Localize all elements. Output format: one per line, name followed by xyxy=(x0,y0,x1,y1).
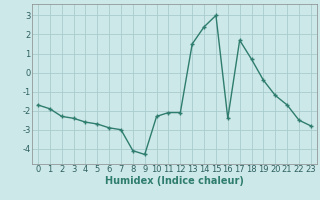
X-axis label: Humidex (Indice chaleur): Humidex (Indice chaleur) xyxy=(105,176,244,186)
